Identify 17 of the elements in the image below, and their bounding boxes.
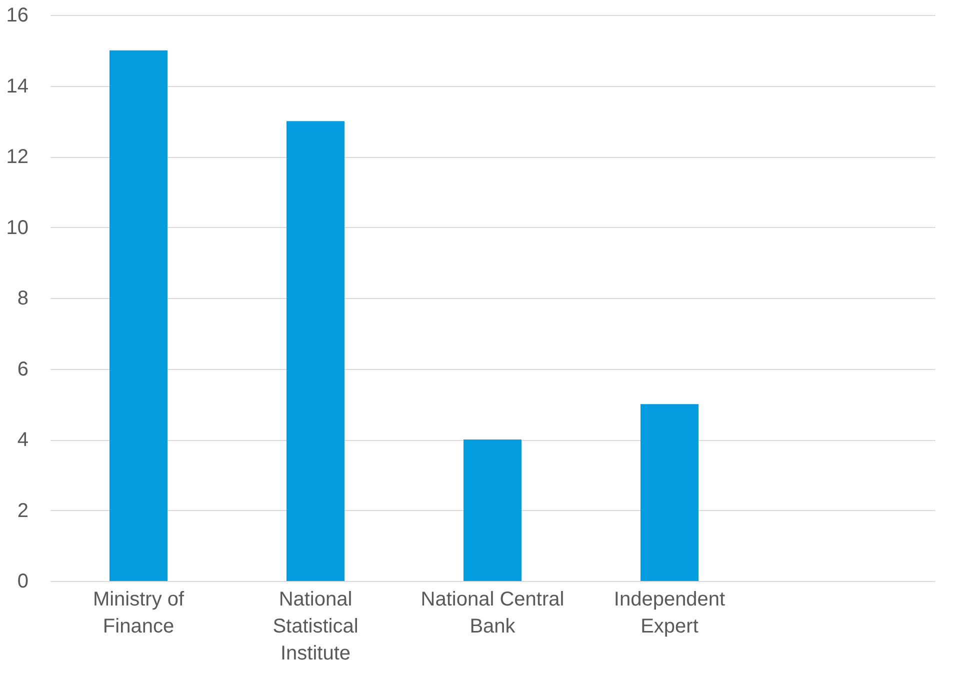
y-tick-label: 6 xyxy=(17,358,28,380)
bar xyxy=(110,50,168,581)
bar xyxy=(640,404,698,581)
y-tick-label: 12 xyxy=(6,146,28,168)
bar xyxy=(464,440,522,581)
y-tick-label: 8 xyxy=(17,288,28,310)
bar xyxy=(286,121,344,581)
x-tick-label: National Central Bank xyxy=(420,588,564,638)
x-tick-label: Independent Expert xyxy=(614,588,726,638)
y-tick-label: 16 xyxy=(6,4,28,26)
y-tick-label: 10 xyxy=(6,216,28,239)
y-tick-label: 2 xyxy=(17,500,28,522)
y-tick-label: 14 xyxy=(6,75,28,98)
y-tick-label: 4 xyxy=(17,429,28,451)
x-tick-label: Ministry of Finance xyxy=(92,588,185,638)
x-tick-label: National Statistical Institute xyxy=(272,588,358,664)
y-tick-label: 0 xyxy=(17,570,28,592)
